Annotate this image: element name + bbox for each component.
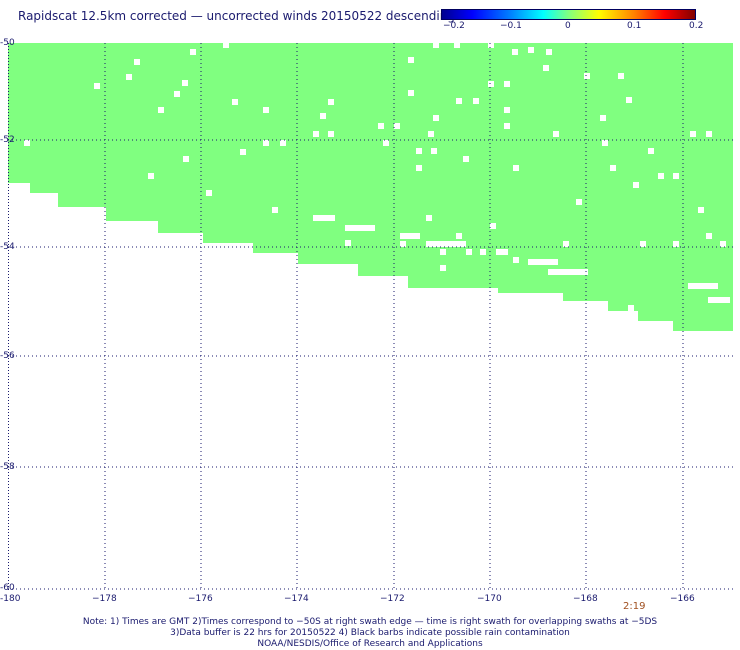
swath-time-label: 2:19 — [623, 601, 646, 612]
colorbar-tick-label: 0.2 — [689, 21, 704, 31]
lon-label: −176 — [188, 594, 213, 604]
lat-label: -54 — [0, 242, 15, 252]
wind-map — [8, 43, 733, 590]
colorbar-tick-label: −0.2 — [443, 21, 465, 31]
note-line-3: NOAA/NESDIS/Office of Research and Appli… — [257, 639, 483, 649]
graticule — [8, 43, 733, 590]
lat-label: -56 — [0, 351, 15, 361]
lat-label: -58 — [0, 462, 15, 472]
lon-label: −172 — [380, 594, 405, 604]
lon-label: -180 — [0, 594, 21, 604]
missing-data-cells — [24, 43, 730, 311]
colorbar — [441, 9, 696, 20]
lon-label: −170 — [477, 594, 502, 604]
lon-label: −166 — [670, 594, 695, 604]
colorbar-tick-label: −0.1 — [500, 21, 522, 31]
wind-swath — [8, 43, 733, 331]
lat-label: -60 — [0, 583, 15, 593]
colorbar-tick-label: 0.1 — [627, 21, 642, 31]
lat-label: -50 — [0, 38, 15, 48]
plot-title: Rapidscat 12.5km corrected — uncorrected… — [18, 9, 455, 23]
colorbar-tick-label: 0 — [565, 21, 571, 31]
note-line-1: Note: 1) Times are GMT 2)Times correspon… — [82, 617, 658, 627]
lat-label: -52 — [0, 135, 15, 145]
lon-label: −168 — [573, 594, 598, 604]
note-line-2: 3)Data buffer is 22 hrs for 20150522 4) … — [170, 628, 570, 638]
lon-label: −174 — [284, 594, 309, 604]
lon-label: −178 — [92, 594, 117, 604]
